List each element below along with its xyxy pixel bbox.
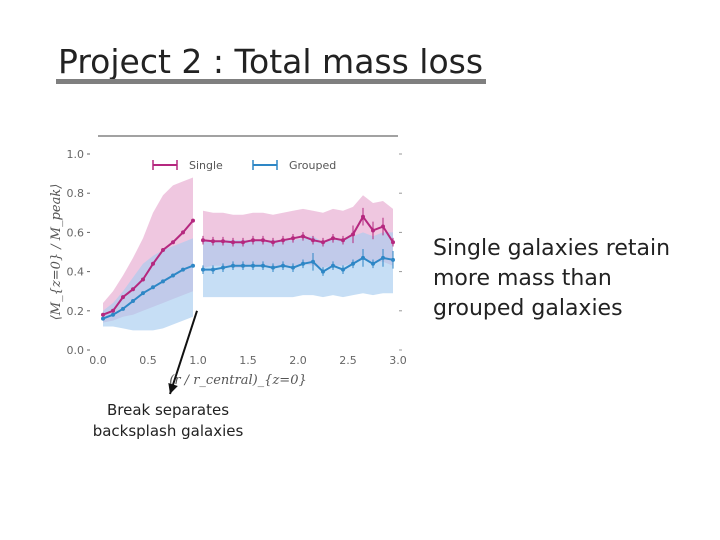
y-tick-label: 0.2 (67, 305, 85, 318)
x-tick-label: 1.5 (239, 354, 257, 367)
data-point-single (241, 240, 245, 245)
data-point-grouped (261, 263, 265, 268)
break-callout: Break separates backsplash galaxies (78, 400, 258, 442)
x-tick-label: 2.0 (289, 354, 307, 367)
slide-title: Project 2 : Total mass loss (58, 42, 484, 81)
data-point-single (181, 230, 185, 235)
data-point-grouped (321, 269, 325, 274)
data-point-grouped (221, 265, 225, 270)
data-point-grouped (351, 261, 355, 266)
x-tick-label: 0.5 (139, 354, 157, 367)
data-point-single (271, 240, 275, 245)
legend-label-grouped: Grouped (289, 159, 336, 172)
series-line-grouped-0 (102, 264, 194, 320)
data-point-single (121, 295, 125, 300)
x-tick-label: 3.0 (389, 354, 407, 367)
data-point-grouped (201, 267, 205, 272)
data-point-single (101, 312, 105, 317)
data-point-single (281, 238, 285, 243)
data-point-single (351, 232, 355, 237)
data-point-single (231, 240, 235, 245)
data-point-single (131, 287, 135, 292)
data-point-grouped (131, 299, 135, 303)
data-point-single (261, 238, 265, 243)
data-point-single (361, 214, 365, 219)
series-line-single-0 (102, 219, 194, 316)
data-point-single (391, 240, 395, 245)
callout-line-1: Break separates (106, 401, 230, 419)
data-point-single (141, 277, 145, 282)
data-point-single (311, 238, 315, 243)
title-underline (56, 79, 486, 84)
callout-arrow-line (169, 310, 198, 395)
x-tick-label: 1.0 (189, 354, 207, 367)
data-point-grouped (161, 279, 165, 284)
data-point-grouped (141, 291, 145, 296)
data-point-single (331, 236, 335, 241)
y-tick-label: 0.4 (67, 266, 85, 279)
data-point-grouped (151, 285, 155, 290)
data-point-single (171, 240, 175, 245)
data-point-grouped (341, 267, 345, 272)
data-point-single (251, 238, 255, 243)
data-point-grouped (191, 263, 195, 268)
callout-arrow-head (168, 382, 178, 394)
data-point-grouped (111, 312, 115, 317)
data-point-grouped (391, 257, 395, 262)
data-point-single (341, 238, 345, 243)
data-point-single (191, 218, 195, 223)
mass-loss-chart: Single Grouped 0.0 0.2 0.4 0.6 0.8 1.0 0.0 0.5 1.0… (49, 135, 407, 395)
data-point-grouped (301, 261, 305, 266)
data-point-single (221, 239, 225, 244)
data-point-grouped (381, 255, 385, 260)
data-point-grouped (251, 263, 255, 268)
data-point-single (301, 234, 305, 239)
y-tick-label: 0.8 (67, 187, 85, 200)
data-point-single (151, 261, 155, 266)
data-point-single (111, 308, 115, 313)
data-point-grouped (361, 255, 365, 260)
x-tick-label: 2.5 (339, 354, 357, 367)
data-point-grouped (171, 273, 175, 278)
data-point-single (371, 228, 375, 233)
data-point-grouped (271, 265, 275, 270)
data-point-single (291, 236, 295, 241)
break-gap (196, 137, 200, 350)
data-point-grouped (311, 259, 315, 264)
data-point-grouped (331, 263, 335, 268)
data-point-grouped (211, 267, 215, 272)
y-tick-label: 0.6 (67, 226, 85, 239)
data-point-single (381, 224, 385, 229)
data-point-single (161, 248, 165, 253)
data-point-grouped (231, 263, 235, 268)
y-tick-label: 1.0 (67, 148, 85, 161)
data-point-grouped (121, 306, 125, 311)
data-point-grouped (241, 263, 245, 268)
callout-line-2: backsplash galaxies (92, 422, 244, 440)
data-point-grouped (101, 316, 105, 321)
data-point-grouped (281, 263, 285, 268)
legend-label-single: Single (189, 159, 223, 172)
single-vs-grouped-note: Single galaxies retain more mass than gr… (433, 236, 671, 321)
x-axis-label: (r / r_central)_{z=0} (169, 373, 306, 388)
y-tick-label: 0.0 (67, 344, 85, 357)
data-point-grouped (181, 267, 185, 272)
data-point-single (321, 240, 325, 245)
data-point-grouped (371, 261, 375, 266)
data-point-grouped (291, 265, 295, 270)
data-point-single (211, 239, 215, 244)
data-point-single (201, 238, 205, 243)
x-tick-label: 0.0 (89, 354, 107, 367)
y-axis-label: ⟨M_{z=0} / M_peak⟩ (49, 184, 64, 321)
